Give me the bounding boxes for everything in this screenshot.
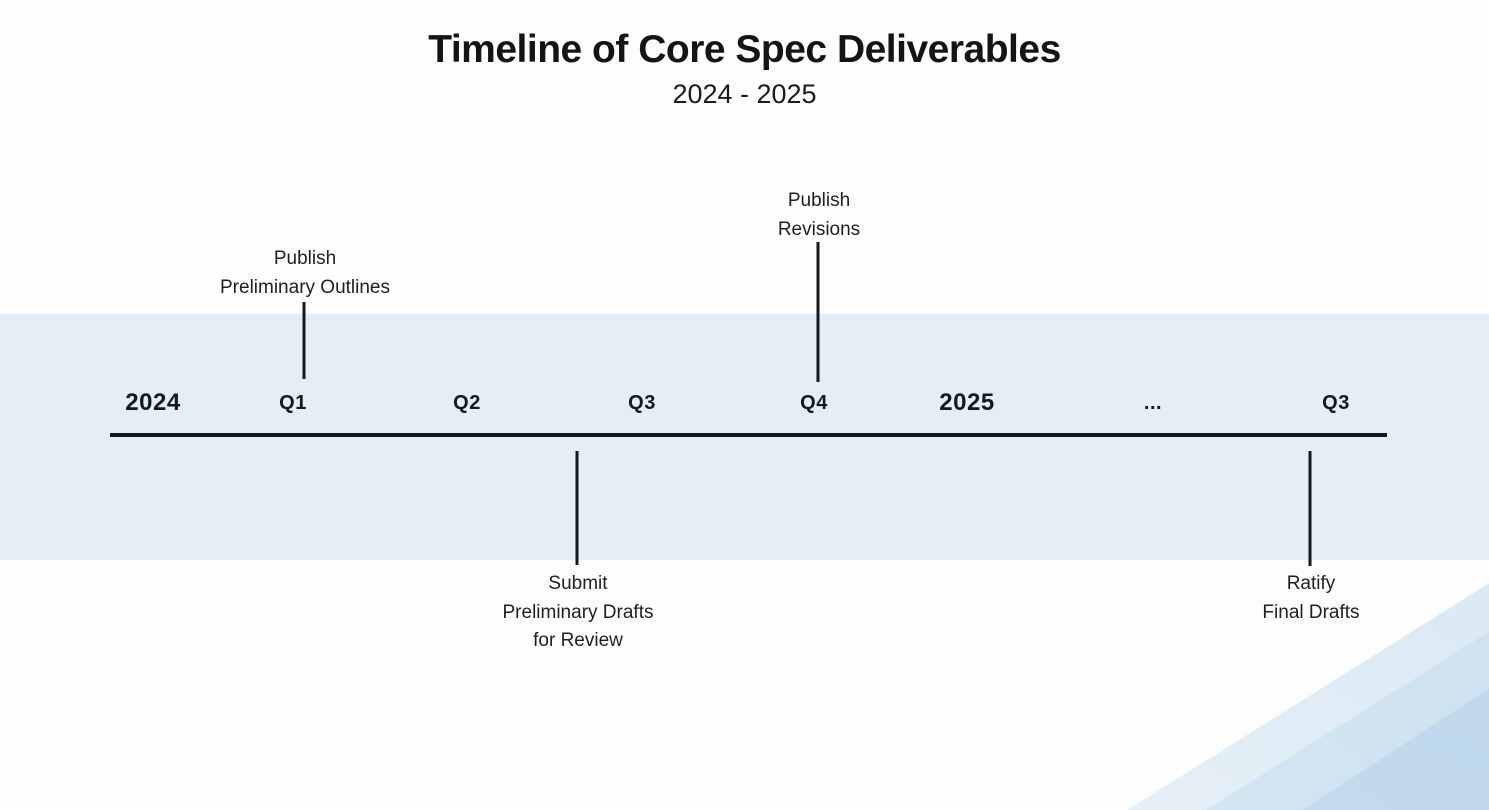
timeline-label-q2: Q2 [453,392,481,414]
timeline-label-q4: Q4 [800,392,828,414]
event-line: Preliminary Outlines [220,276,390,298]
event-publish-revisions: Publish Revisions [669,187,969,244]
event-connector-publish-revisions [816,242,820,382]
event-line: Preliminary Drafts [502,601,654,623]
timeline-label-2024: 2024 [125,389,181,416]
event-publish-preliminary-outlines: Publish Preliminary Outlines [155,245,455,302]
timeline-axis-line [110,433,1387,437]
timeline-label-q3-2025: Q3 [1322,392,1350,414]
event-connector-ratify-final-drafts [1308,451,1312,566]
timeline-label-2025: 2025 [939,389,995,416]
timeline-label-q1: Q1 [279,392,307,414]
event-line: Publish [787,190,851,211]
event-line: for Review [533,630,623,651]
page-title: Timeline of Core Spec Deliverables [428,28,1061,71]
timeline-band [0,314,1489,560]
event-submit-preliminary-drafts: Submit Preliminary Drafts for Review [428,570,728,656]
event-line: Final Drafts [1262,601,1360,623]
event-line: Submit [548,573,608,594]
event-line: Ratify [1286,573,1336,594]
event-line: Revisions [777,218,861,240]
timeline-label-q3: Q3 [628,392,656,414]
event-connector-submit-preliminary-drafts [575,451,579,565]
timeline-label-ellipsis: ... [1143,392,1163,414]
event-line: Publish [273,248,337,269]
page-subtitle: 2024 - 2025 [672,79,817,109]
event-ratify-final-drafts: Ratify Final Drafts [1161,570,1461,627]
event-connector-publish-preliminary-outlines [302,302,306,379]
